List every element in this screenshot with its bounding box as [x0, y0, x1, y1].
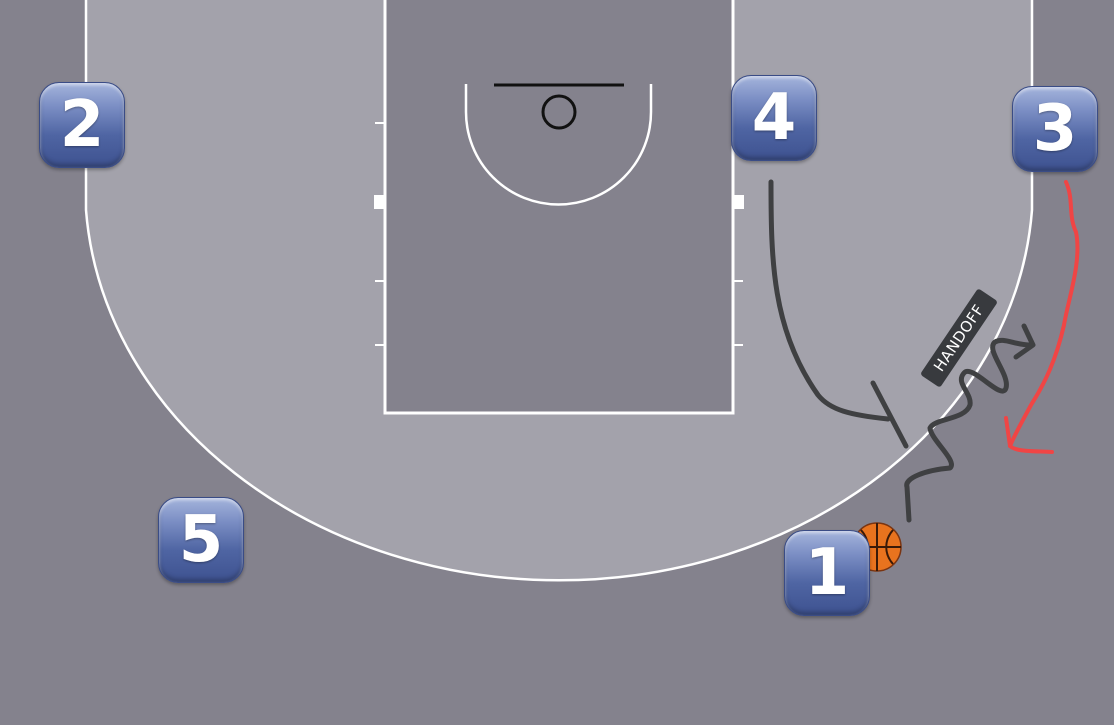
player-5-tile[interactable]: 5 [158, 497, 244, 583]
cut-arrowhead [1004, 416, 1054, 454]
player-1-tile[interactable]: 1 [784, 530, 870, 616]
cut-path-3 [1008, 180, 1080, 448]
player-2-number: 2 [59, 88, 105, 162]
player-4-number: 4 [751, 81, 797, 155]
player-3-number: 3 [1032, 92, 1078, 166]
player-4-tile[interactable]: 4 [731, 75, 817, 161]
dribble-path-1 [904, 337, 1033, 523]
paint [383, 0, 735, 415]
restricted-arc [464, 84, 653, 206]
lane-blocks [374, 195, 744, 209]
dribble-arrowhead [1013, 323, 1036, 360]
screen-path-4 [768, 179, 891, 422]
player-1-number: 1 [804, 536, 850, 610]
player-3-tile[interactable]: 3 [1012, 86, 1098, 172]
screen-bar [870, 380, 909, 449]
three-point-line [84, 0, 1034, 582]
rim [541, 94, 577, 130]
player-2-tile[interactable]: 2 [39, 82, 125, 168]
player-5-number: 5 [178, 503, 224, 577]
